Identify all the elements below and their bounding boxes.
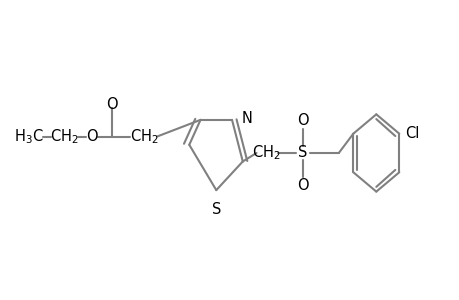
Text: CH$_2$: CH$_2$ xyxy=(252,144,280,162)
Text: O: O xyxy=(106,97,118,112)
Text: CH$_2$: CH$_2$ xyxy=(50,127,78,146)
Text: N: N xyxy=(241,111,252,126)
Text: CH$_2$: CH$_2$ xyxy=(130,127,158,146)
Text: H$_3$C: H$_3$C xyxy=(14,127,44,146)
Text: O: O xyxy=(86,129,97,144)
Text: S: S xyxy=(298,146,307,160)
Text: Cl: Cl xyxy=(404,126,418,141)
Text: S: S xyxy=(211,202,220,217)
Text: O: O xyxy=(297,113,308,128)
Text: O: O xyxy=(297,178,308,193)
